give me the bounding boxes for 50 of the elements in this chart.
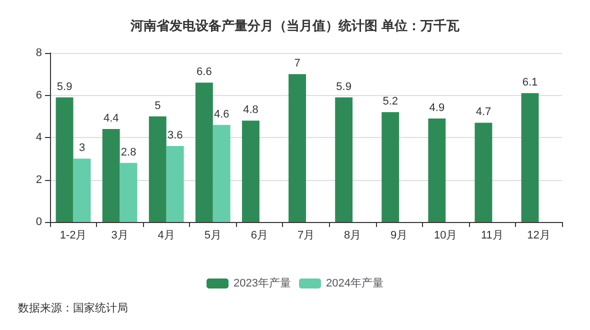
x-tick-label: 1-2月 (60, 230, 87, 242)
x-tick-label: 5月 (204, 230, 222, 242)
y-tick-label: 0 (36, 216, 42, 228)
bar (521, 93, 539, 222)
data-label: 5.9 (336, 80, 352, 93)
bar (148, 116, 166, 222)
data-label: 5.9 (56, 80, 72, 93)
bar (242, 120, 260, 222)
bar (120, 162, 138, 222)
x-tick-label: 11月 (480, 230, 504, 242)
bar (382, 112, 400, 222)
y-tick-label: 8 (36, 47, 42, 59)
chart-title: 河南省发电设备产量分月（当月值）统计图 单位：万千瓦 (130, 18, 460, 33)
data-label: 5.2 (382, 96, 398, 108)
bar (474, 122, 492, 222)
data-label: 4.4 (103, 112, 119, 125)
y-tick-label: 2 (36, 174, 42, 186)
bar (56, 97, 74, 222)
bar (102, 129, 120, 222)
bar (335, 97, 353, 222)
bar (212, 124, 230, 222)
data-label: 6.6 (196, 66, 212, 78)
data-label: 6.1 (522, 76, 538, 89)
bar (166, 146, 184, 222)
data-label: 4.9 (429, 102, 445, 114)
source-note: 数据来源：国家统计局 (18, 302, 128, 314)
y-tick-label: 4 (36, 132, 42, 144)
data-label: 4.7 (476, 106, 492, 118)
x-tick-label: 10月 (434, 230, 458, 242)
data-label: 5 (154, 100, 161, 112)
bar (73, 158, 91, 222)
x-tick-label: 3月 (111, 230, 128, 242)
data-label: 2.8 (120, 146, 136, 158)
legend-label: 2024年产量 (326, 276, 384, 290)
x-tick-label: 7月 (297, 230, 315, 242)
x-tick-label: 12月 (527, 230, 550, 242)
x-tick-label: 4月 (158, 230, 175, 242)
data-label: 3.6 (167, 129, 183, 142)
bar (288, 74, 306, 222)
data-label: 3 (78, 142, 86, 154)
y-tick-label: 6 (36, 89, 42, 102)
x-tick-label: 6月 (250, 230, 268, 242)
bar (195, 82, 213, 222)
legend-label: 2023年产量 (234, 276, 292, 290)
x-tick-label: 8月 (344, 230, 362, 242)
bar (428, 118, 446, 222)
x-tick-label: 9月 (390, 230, 408, 242)
data-label: 4.6 (214, 108, 230, 120)
data-label: 4.8 (243, 104, 258, 116)
data-label: 7 (294, 58, 300, 70)
